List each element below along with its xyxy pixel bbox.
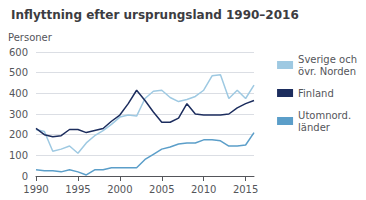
svg-text:200: 200 (9, 129, 28, 140)
svg-text:länder: länder (298, 122, 331, 133)
svg-text:2005: 2005 (149, 184, 174, 195)
svg-text:500: 500 (9, 67, 28, 78)
svg-text:300: 300 (9, 109, 28, 120)
svg-text:1990: 1990 (23, 184, 48, 195)
svg-text:600: 600 (9, 47, 28, 58)
svg-text:övr. Norden: övr. Norden (298, 66, 356, 77)
svg-text:100: 100 (9, 150, 28, 161)
svg-text:Inflyttning efter ursprungslan: Inflyttning efter ursprungsland 1990–201… (11, 8, 299, 22)
svg-text:Finland: Finland (298, 88, 334, 99)
svg-text:400: 400 (9, 88, 28, 99)
svg-text:2015: 2015 (233, 184, 258, 195)
svg-text:Utomnord.: Utomnord. (298, 110, 351, 121)
svg-text:Personer: Personer (8, 32, 53, 43)
svg-text:Sverige och: Sverige och (298, 54, 357, 65)
svg-text:1995: 1995 (65, 184, 90, 195)
svg-text:0: 0 (22, 171, 28, 182)
svg-text:2010: 2010 (191, 184, 216, 195)
svg-text:2000: 2000 (107, 184, 132, 195)
